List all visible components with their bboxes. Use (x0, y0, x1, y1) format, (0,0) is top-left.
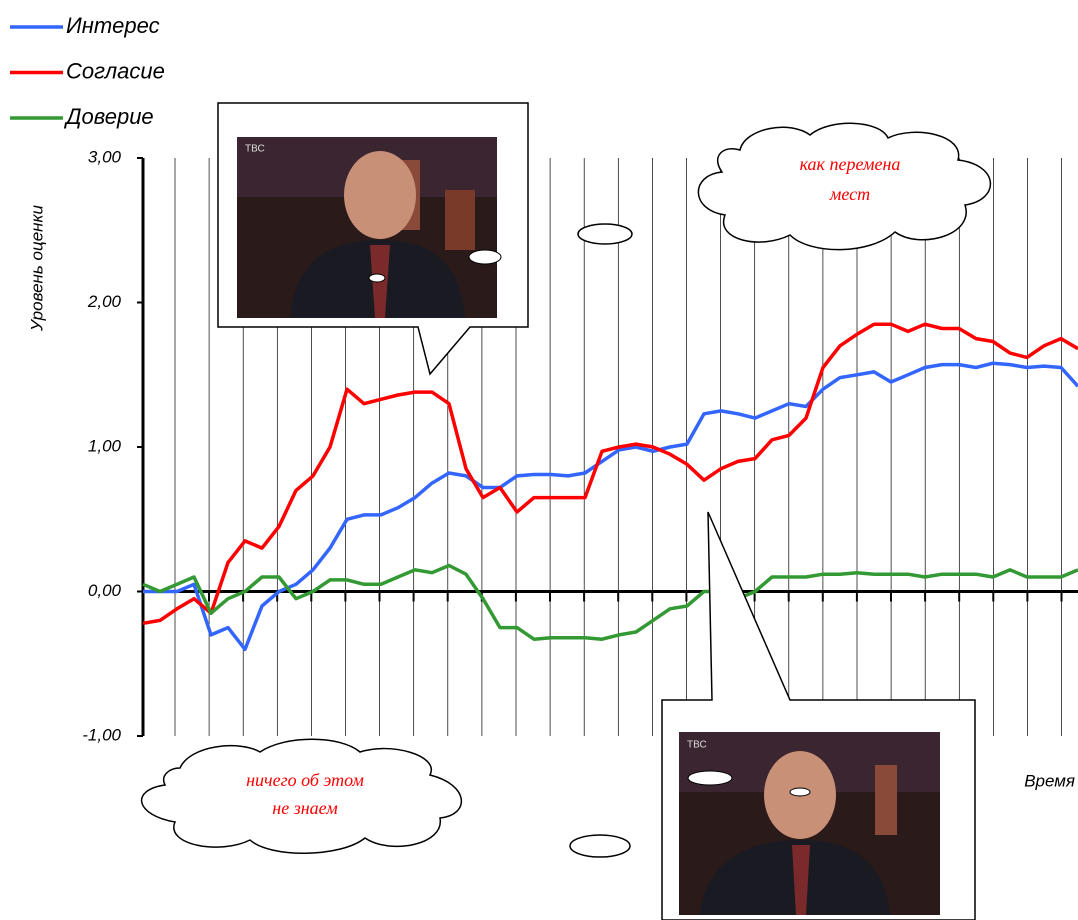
bubble (569, 834, 631, 858)
photo-tower (875, 765, 897, 835)
lines (142, 322, 1078, 652)
y-tick-label: 0,00 (88, 581, 122, 600)
y-axis-title: Уровень оценки (27, 204, 46, 332)
y-tick-label: -1,00 (82, 725, 121, 744)
legend-label: Согласие (66, 58, 165, 83)
thought-cloud (697, 122, 992, 251)
thought-cloud (140, 738, 463, 854)
bubble (368, 273, 386, 283)
y-tick-label: 2,00 (87, 292, 122, 311)
series-line (142, 322, 1078, 626)
annotation-line: ничего об этом (246, 770, 364, 790)
y-tick-label: 3,00 (88, 147, 122, 166)
photo-logo: ТВС (687, 740, 707, 751)
bubble (577, 223, 633, 245)
photo-building (445, 190, 475, 250)
bubble (789, 787, 811, 797)
photo-logo: ТВС (245, 144, 265, 155)
legend-label: Интерес (66, 13, 160, 38)
bubble (687, 770, 733, 786)
annotation-line: мест (829, 184, 870, 204)
photo-tie (792, 845, 810, 915)
y-tick-label: 1,00 (88, 436, 122, 455)
legend-label: Доверие (63, 104, 154, 129)
series-line (142, 563, 1078, 641)
bubble (468, 249, 502, 265)
annotation-line: как перемена (800, 154, 901, 174)
photo-face (344, 151, 416, 239)
x-axis-title: Время (1024, 771, 1075, 790)
annotation-line: не знаем (272, 798, 338, 818)
series-line (143, 361, 1078, 652)
